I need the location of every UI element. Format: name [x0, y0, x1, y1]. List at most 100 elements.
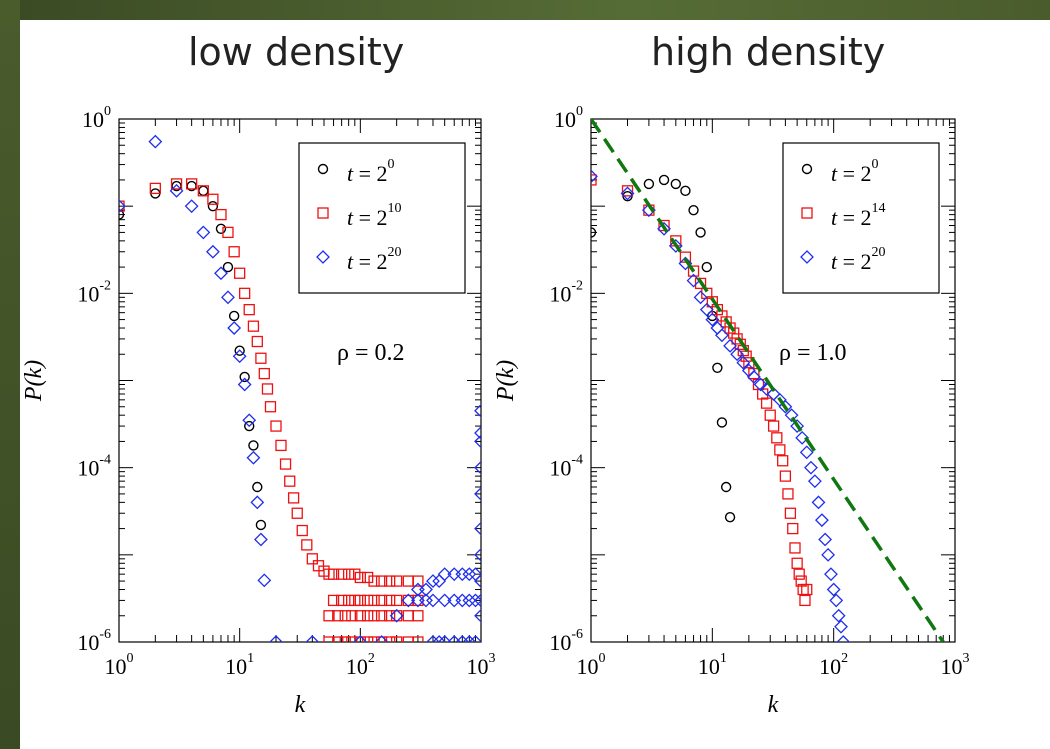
data-point-square	[362, 610, 374, 622]
data-point-square	[291, 507, 303, 519]
data-point-square	[368, 594, 380, 607]
data-point-diamond	[169, 183, 184, 198]
data-point-square	[346, 636, 358, 642]
data-point-diamond	[699, 302, 714, 317]
data-point-square	[255, 352, 267, 364]
data-point-diamond	[678, 256, 693, 271]
data-point-square	[782, 488, 794, 500]
data-point-diamond	[474, 486, 481, 501]
density-annotation: ρ = 1.0	[779, 340, 847, 366]
data-point-diamond	[746, 369, 761, 384]
data-point-diamond	[437, 593, 452, 608]
data-point-diamond	[811, 495, 826, 510]
data-point-circle	[234, 345, 245, 356]
data-point-square	[335, 568, 348, 580]
data-point-square	[591, 174, 597, 186]
data-point-square	[327, 594, 340, 607]
data-point-circle	[119, 209, 125, 220]
data-point-diamond	[426, 593, 440, 608]
data-point-square	[375, 594, 388, 607]
data-point-square	[412, 575, 424, 587]
data-point-circle	[198, 185, 209, 197]
legend-marker	[801, 207, 813, 219]
data-point-diamond	[474, 460, 481, 475]
data-point-diamond	[455, 635, 470, 642]
y-tick-label: 10-2	[77, 278, 111, 306]
data-point-square	[332, 610, 344, 622]
data-point-square	[354, 636, 366, 642]
data-point-diamond	[790, 419, 805, 433]
data-point-square	[384, 594, 396, 607]
y-tick-label: 10-2	[549, 278, 583, 306]
data-point-square	[264, 401, 277, 413]
data-point-circle	[670, 178, 682, 190]
panel-title-high-density: high density	[651, 30, 886, 74]
data-point-square	[287, 492, 300, 504]
data-point-square	[767, 420, 780, 432]
data-point-square	[391, 594, 403, 607]
data-point-square	[251, 335, 263, 348]
data-point-circle	[658, 174, 670, 186]
data-point-circle	[712, 362, 723, 373]
data-point-square	[779, 470, 792, 482]
data-point-square	[694, 277, 707, 290]
data-point-diamond	[474, 547, 481, 562]
data-point-circle	[695, 227, 706, 238]
data-point-diamond	[419, 593, 433, 608]
data-point-square	[354, 571, 366, 584]
data-point-square	[777, 455, 789, 467]
data-point-diamond	[184, 199, 199, 214]
data-point-circle	[215, 223, 227, 234]
data-point-square	[346, 610, 358, 622]
data-point-diamond	[826, 582, 841, 597]
data-point-diamond	[374, 635, 389, 642]
x-tick-label: 101	[225, 651, 254, 679]
data-point-square	[323, 636, 335, 642]
data-point-diamond	[257, 573, 272, 588]
data-point-circle	[591, 227, 597, 238]
legend-label: t = 214	[831, 201, 886, 230]
data-point-diamond	[242, 413, 257, 428]
data-point-diamond	[221, 290, 235, 305]
data-point-square	[339, 610, 351, 622]
slide-left-band	[0, 0, 20, 749]
density-annotation: ρ = 0.2	[337, 340, 405, 366]
slide-top-band	[0, 0, 1050, 20]
legend-marker	[317, 207, 329, 219]
data-point-square	[306, 553, 318, 565]
data-point-square	[368, 575, 380, 587]
data-point-square	[362, 636, 374, 642]
data-point-diamond	[227, 321, 242, 335]
data-point-diamond	[705, 312, 720, 327]
legend-label: t = 220	[347, 245, 402, 274]
data-point-square	[799, 594, 811, 607]
data-point-square	[791, 557, 803, 569]
data-point-diamond	[834, 619, 848, 634]
x-axis-label: k	[295, 692, 306, 718]
data-point-square	[784, 507, 797, 519]
legend-marker	[317, 163, 329, 175]
x-axis-label: k	[768, 692, 779, 718]
data-point-diamond	[795, 430, 810, 445]
data-point-square	[789, 542, 801, 554]
data-point-diamond	[591, 169, 598, 184]
data-point-diamond	[474, 574, 481, 588]
data-point-square	[228, 246, 240, 258]
x-tick-label: 103	[467, 651, 496, 679]
x-tick-label: 100	[577, 651, 606, 679]
data-point-circle	[680, 185, 691, 197]
y-tick-label: 10-6	[77, 627, 111, 655]
data-point-square	[275, 439, 287, 452]
data-point-square	[234, 267, 246, 279]
data-point-diamond	[250, 495, 265, 510]
data-point-square	[368, 636, 380, 642]
data-point-square	[384, 575, 396, 587]
data-point-diamond	[253, 532, 268, 547]
data-point-square	[243, 303, 255, 316]
data-point-square	[222, 226, 234, 239]
data-point-diamond	[818, 532, 833, 547]
data-point-square	[391, 575, 403, 587]
data-point-diamond	[753, 377, 768, 392]
data-point-square	[284, 475, 296, 487]
data-point-diamond	[829, 593, 844, 608]
